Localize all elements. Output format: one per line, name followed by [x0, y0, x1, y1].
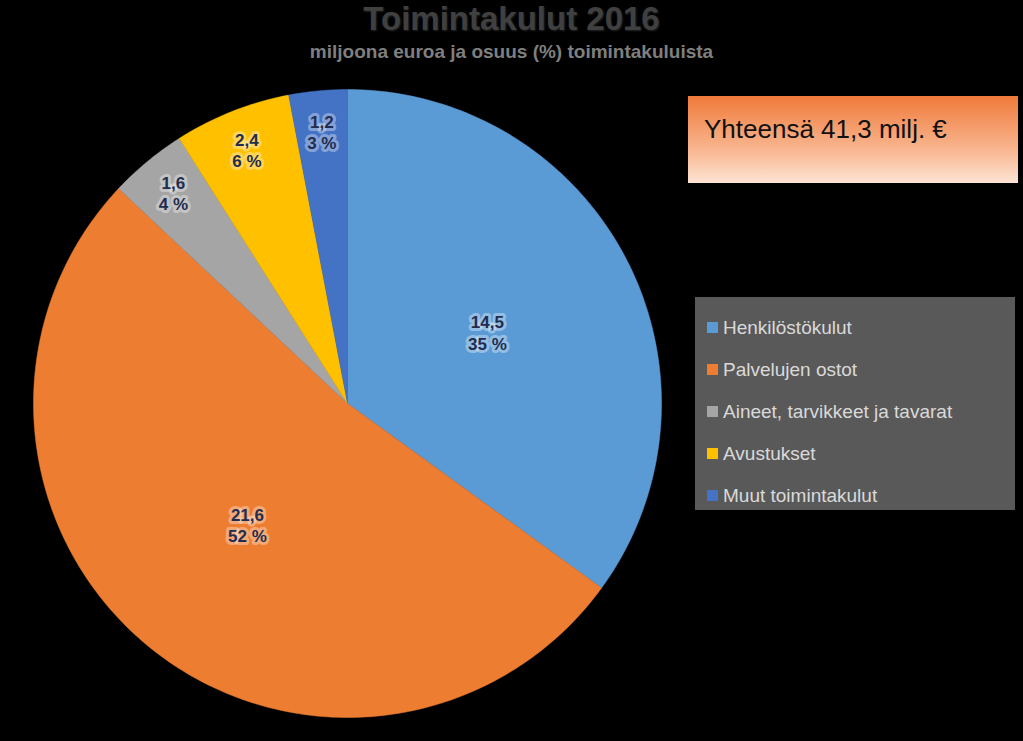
html-text:Henkilöstökulut: Henkilöstökulut — [723, 317, 852, 338]
svg-text:14,535 %: 14,535 % — [468, 313, 507, 353]
svg-text:2,46 %: 2,46 % — [232, 131, 261, 171]
html-text:Muut toimintakulut: Muut toimintakulut — [723, 485, 878, 506]
html-text:Yhteensä 41,3 milj. €: Yhteensä 41,3 milj. € — [704, 114, 947, 144]
html-text:Toimintakulut 2016: Toimintakulut 2016 — [363, 0, 660, 37]
html-text:Palvelujen ostot: Palvelujen ostot — [723, 359, 858, 380]
svg-text:1,23 %: 1,23 % — [307, 113, 336, 153]
html-text:Aineet, tarvikkeet ja tavarat: Aineet, tarvikkeet ja tavarat — [723, 401, 953, 422]
html-text:miljoona euroa ja osuus (%) to: miljoona euroa ja osuus (%) toimintakulu… — [309, 41, 714, 62]
html-text:Avustukset: Avustukset — [723, 443, 816, 464]
svg-text:1,64 %: 1,64 % — [159, 174, 188, 214]
svg-text:21,652 %: 21,652 % — [228, 506, 267, 546]
